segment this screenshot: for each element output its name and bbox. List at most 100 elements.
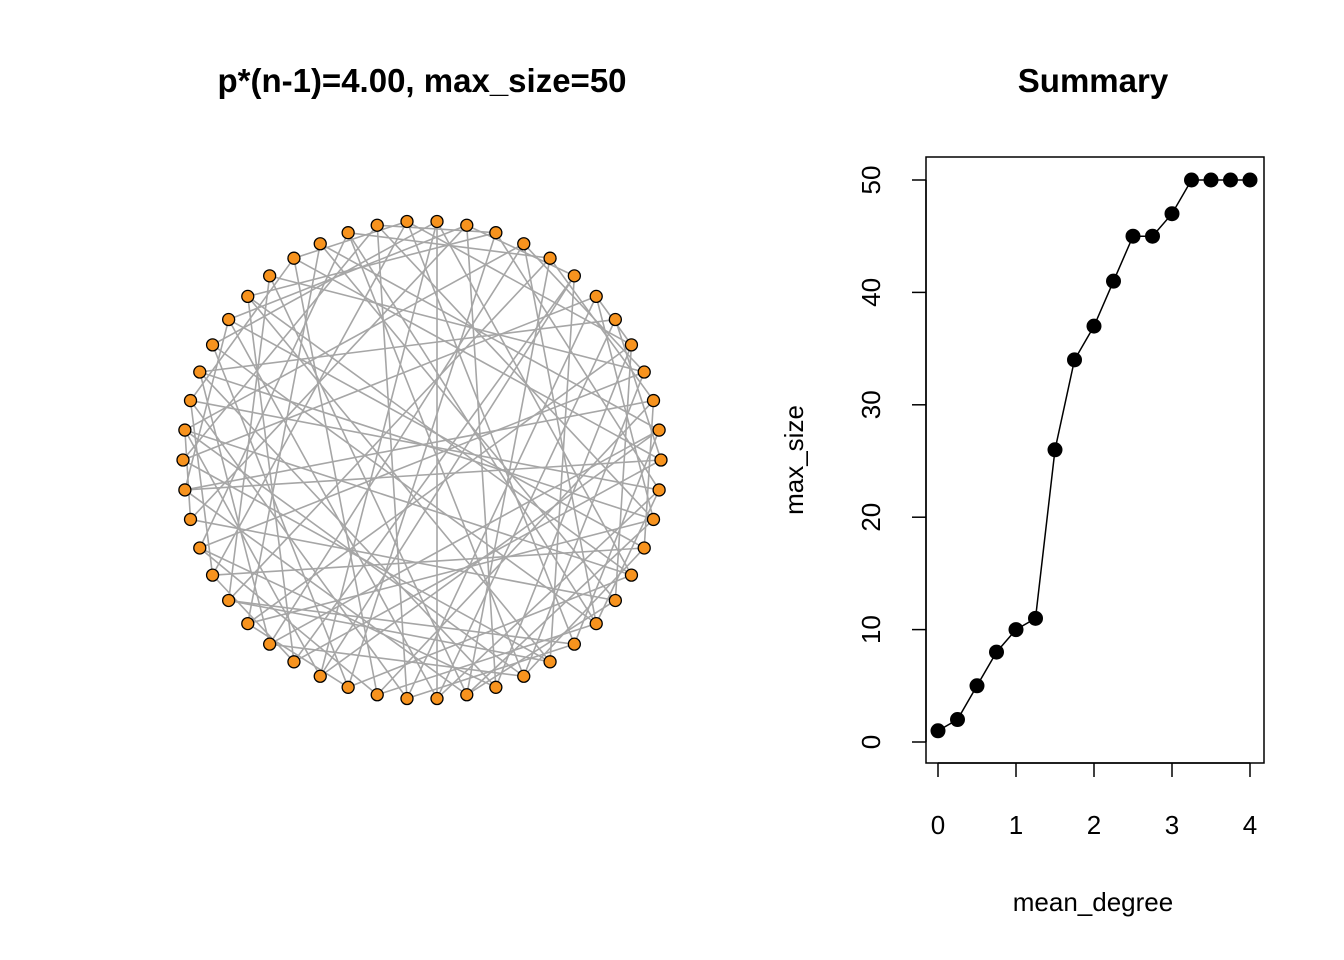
network-edge bbox=[466, 599, 616, 696]
data-point bbox=[1028, 610, 1043, 626]
network-edge bbox=[199, 547, 378, 696]
network-edge bbox=[228, 224, 468, 321]
network-edge bbox=[212, 220, 438, 346]
network-edge bbox=[184, 319, 230, 491]
network-edge bbox=[643, 400, 655, 549]
data-point bbox=[1145, 228, 1160, 244]
network-edge bbox=[495, 232, 660, 491]
network-edge bbox=[522, 243, 598, 624]
network-edge bbox=[199, 371, 271, 645]
x-axis-label: mean_degree bbox=[1013, 887, 1173, 917]
network-edge bbox=[184, 399, 654, 491]
network-node bbox=[646, 393, 661, 408]
network-edge bbox=[228, 599, 551, 663]
network-edge bbox=[319, 243, 660, 431]
network-edge bbox=[549, 257, 655, 402]
plot-frame bbox=[925, 156, 1265, 764]
network-edge bbox=[406, 220, 632, 346]
network-node bbox=[460, 218, 474, 232]
data-point bbox=[1067, 352, 1082, 368]
network-edge bbox=[189, 400, 408, 699]
network-edge bbox=[199, 371, 645, 549]
y-tick-label: 50 bbox=[856, 166, 886, 195]
network-edge bbox=[319, 429, 660, 677]
data-point bbox=[1008, 622, 1024, 638]
network-node bbox=[589, 616, 603, 631]
x-tick-label: 0 bbox=[931, 810, 945, 840]
data-point bbox=[969, 678, 985, 694]
network-edge bbox=[211, 574, 295, 663]
network-edge bbox=[184, 243, 525, 431]
network-edge bbox=[614, 344, 633, 601]
network-edge bbox=[227, 275, 271, 601]
network-node bbox=[341, 680, 355, 694]
network-edge bbox=[184, 489, 468, 696]
network-node bbox=[241, 289, 255, 304]
network-node bbox=[241, 616, 255, 631]
network-node bbox=[313, 669, 327, 683]
network-node bbox=[608, 593, 623, 608]
network-node bbox=[193, 541, 207, 555]
data-point bbox=[1184, 172, 1199, 188]
network-node bbox=[646, 512, 661, 527]
x-axis: 0 1 2 3 4 bbox=[931, 762, 1257, 840]
network-node bbox=[460, 688, 474, 702]
network-edge bbox=[247, 295, 632, 576]
network-edge bbox=[212, 547, 645, 576]
network-node bbox=[193, 365, 207, 379]
data-point bbox=[930, 723, 946, 739]
network-node bbox=[287, 251, 301, 265]
network-node bbox=[370, 688, 384, 702]
network-node bbox=[205, 568, 220, 582]
network-edge bbox=[247, 231, 497, 298]
x-tick-label: 2 bbox=[1087, 810, 1101, 840]
network-node bbox=[624, 338, 639, 352]
data-point bbox=[1086, 318, 1102, 334]
network-node bbox=[637, 541, 651, 555]
network-node bbox=[178, 423, 192, 437]
network-node bbox=[221, 312, 236, 327]
network-edge bbox=[436, 221, 633, 576]
network-edge bbox=[293, 220, 408, 259]
network-node bbox=[370, 218, 384, 232]
network-node bbox=[341, 226, 355, 240]
network-edge bbox=[377, 224, 496, 234]
data-point bbox=[989, 644, 1004, 660]
network-node bbox=[400, 214, 414, 229]
network-node bbox=[637, 365, 651, 379]
network-edge bbox=[184, 429, 525, 677]
y-tick-label: 40 bbox=[856, 278, 886, 307]
network-edge bbox=[523, 371, 645, 677]
network-edge bbox=[247, 622, 349, 688]
network-edge bbox=[466, 518, 655, 696]
network-edge bbox=[184, 429, 192, 520]
data-point bbox=[1125, 228, 1141, 244]
network-edge bbox=[319, 221, 438, 677]
network-edge bbox=[595, 489, 660, 624]
network-node bbox=[263, 269, 277, 283]
network-edge bbox=[199, 371, 654, 521]
network-node bbox=[543, 251, 557, 265]
network-edge bbox=[495, 344, 633, 688]
network-node bbox=[624, 568, 639, 582]
network-node bbox=[183, 393, 198, 408]
network-edge bbox=[523, 547, 645, 677]
network-node bbox=[589, 289, 603, 304]
network-node bbox=[652, 423, 666, 437]
network-node bbox=[430, 691, 444, 706]
network-edge bbox=[211, 221, 408, 576]
network-node bbox=[178, 483, 192, 497]
network-edge bbox=[212, 344, 597, 625]
y-axis: 0 10 20 30 40 50 bbox=[856, 166, 927, 749]
network-edge bbox=[269, 429, 660, 645]
network-edge bbox=[465, 258, 551, 695]
network-node bbox=[183, 512, 198, 527]
data-point bbox=[1203, 172, 1219, 188]
network-node bbox=[205, 338, 220, 352]
data-point bbox=[1164, 206, 1180, 222]
data-point bbox=[1242, 172, 1258, 188]
network-node bbox=[221, 593, 236, 608]
network-edge bbox=[376, 225, 408, 699]
network-node bbox=[313, 237, 327, 251]
